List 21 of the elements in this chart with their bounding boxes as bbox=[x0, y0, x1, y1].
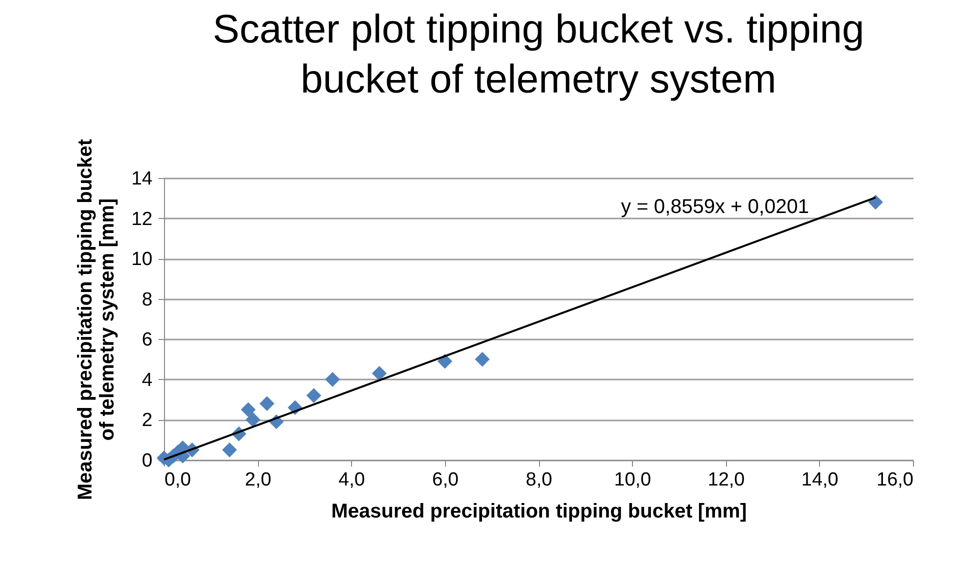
x-tick-label: 2,0 bbox=[244, 470, 272, 490]
x-axis-title: Measured precipitation tipping bucket [mm] bbox=[331, 500, 747, 522]
x-tick-label: 12,0 bbox=[708, 470, 745, 490]
x-tick-label: 8,0 bbox=[526, 470, 552, 490]
y-axis-title: Measured precipitation tipping bucket of telemetry system [mm] bbox=[74, 138, 118, 500]
y-tick-label: 2 bbox=[142, 410, 152, 432]
y-tick-label: 0 bbox=[142, 450, 152, 472]
y-tick-label: 14 bbox=[131, 168, 153, 190]
y-tick-label: 8 bbox=[142, 289, 152, 310]
x-tick-label: 4,0 bbox=[338, 470, 365, 490]
y-tick-label: 10 bbox=[131, 249, 152, 270]
y-tick-label: 6 bbox=[142, 330, 152, 351]
x-tick-label: 10,0 bbox=[614, 470, 652, 490]
x-tick-label: 0,0 bbox=[164, 470, 191, 490]
annotation: y = 0,8559x + 0,0201 bbox=[621, 196, 809, 218]
x-tick-label: 6,0 bbox=[432, 470, 459, 490]
y-tick-label: 12 bbox=[131, 208, 152, 230]
x-tick-label: 16,0 bbox=[876, 470, 914, 490]
chart-title: Scatter plot tipping bucket vs. tipping bucket of telemetry system bbox=[212, 7, 864, 102]
y-tick-label: 4 bbox=[142, 370, 153, 391]
x-tick-label: 14,0 bbox=[801, 470, 838, 490]
